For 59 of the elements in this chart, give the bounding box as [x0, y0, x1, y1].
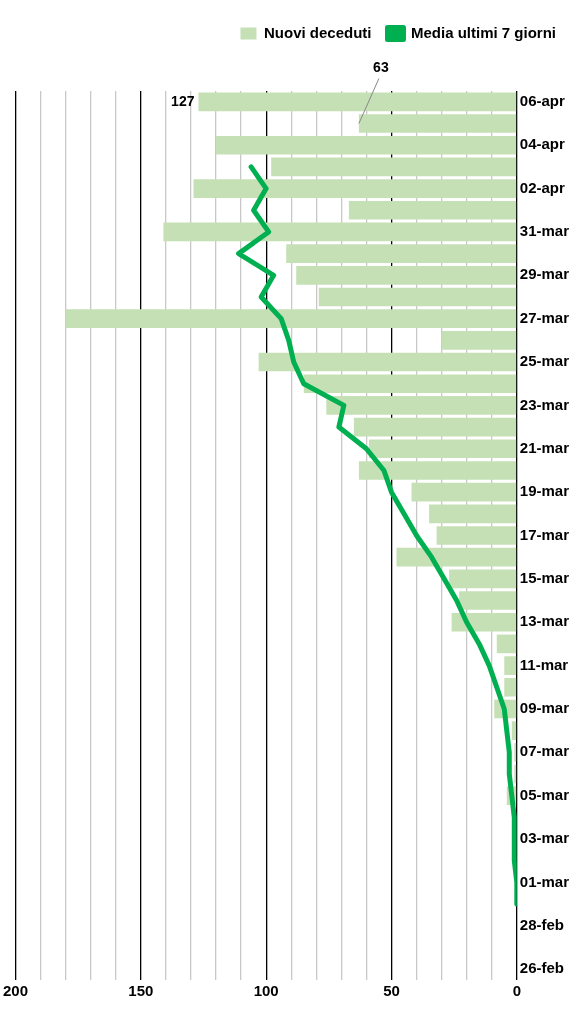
bar: [193, 179, 517, 198]
bar: [451, 612, 517, 632]
bar: [198, 92, 517, 112]
y-tick-label: 31-mar: [519, 222, 570, 240]
bar: [326, 396, 517, 415]
y-tick-label: 01-mar: [519, 872, 570, 890]
data-label: 63: [373, 59, 389, 76]
data-label: 127: [171, 92, 195, 109]
y-tick-label: 21-mar: [519, 438, 570, 456]
bar: [258, 352, 517, 372]
y-tick-label: 04-apr: [519, 135, 565, 153]
y-tick-label: 26-feb: [519, 959, 564, 977]
bar: [358, 114, 517, 133]
y-tick-label: 27-mar: [519, 308, 570, 326]
y-tick-label: 17-mar: [519, 525, 570, 543]
bar: [504, 677, 517, 697]
y-tick-label: 23-mar: [519, 395, 570, 413]
bar: [396, 547, 517, 567]
y-tick-label: 06-apr: [519, 91, 565, 109]
bar: [303, 374, 517, 394]
x-tick-label: 150: [128, 982, 154, 1000]
legend-label: Nuovi deceduti: [263, 23, 372, 41]
y-tick-label: 29-mar: [519, 265, 570, 283]
bar: [496, 634, 517, 654]
bar: [296, 265, 517, 285]
bar: [318, 287, 517, 307]
y-tick-label: 09-mar: [519, 699, 570, 717]
x-tick-label: 200: [3, 982, 29, 1000]
bar: [65, 309, 517, 328]
bar: [271, 157, 517, 177]
legend-label: Media ultimi 7 giorni: [410, 23, 556, 41]
bar: [216, 135, 517, 155]
bar: [459, 591, 517, 610]
y-tick-label: 03-mar: [519, 829, 570, 847]
x-tick-label: 0: [512, 982, 521, 1000]
y-tick-label: 11-mar: [519, 655, 569, 673]
y-tick-label: 28-feb: [519, 915, 564, 933]
bar: [358, 461, 517, 480]
x-tick-label: 100: [253, 982, 279, 1000]
bar: [368, 439, 517, 459]
x-tick-label: 50: [383, 982, 400, 1000]
y-tick-label: 19-mar: [519, 482, 570, 500]
bar: [411, 482, 517, 502]
bar: [511, 721, 517, 740]
bar: [436, 526, 517, 545]
bar: [504, 656, 517, 675]
bar: [348, 200, 517, 220]
bar: [286, 244, 517, 263]
bar: [449, 569, 517, 589]
y-tick-label: 05-mar: [519, 785, 570, 803]
y-tick-label: 13-mar: [519, 612, 570, 630]
bar: [353, 417, 517, 437]
bar: [163, 222, 517, 242]
y-tick-label: 02-apr: [519, 178, 565, 196]
y-tick-label: 07-mar: [519, 742, 570, 760]
bar: [429, 504, 517, 524]
bar: [441, 331, 517, 350]
y-tick-label: 25-mar: [519, 352, 570, 370]
y-tick-label: 15-mar: [519, 569, 570, 587]
